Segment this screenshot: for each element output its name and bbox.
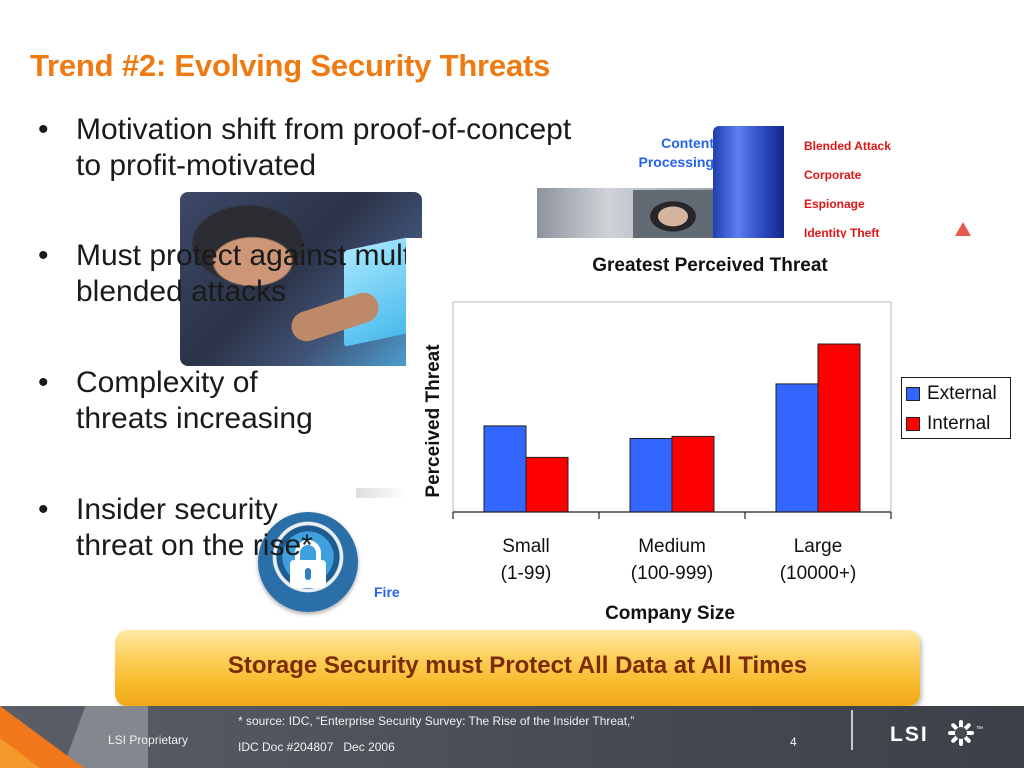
lsi-logo: LSI: [890, 723, 929, 746]
threat-item: Identity Theft: [804, 226, 880, 240]
bar-external-0: [483, 425, 527, 513]
threat-item: Corporate: [804, 168, 862, 182]
bullet-line: Motivation shift from proof-of-concept: [76, 113, 572, 146]
bar-internal-2: [817, 343, 861, 513]
chart-category-label-line: (100-999): [630, 563, 714, 584]
chart-category-label-line: (1-99): [500, 563, 552, 584]
footer-divider: [851, 710, 853, 750]
legend-label-external: External: [927, 383, 997, 404]
bullet-line: threats increasing: [76, 402, 313, 435]
trademark-mark: ™: [976, 726, 983, 733]
chart-legend: External Internal: [901, 377, 1011, 439]
content-processing-label: Content Processing: [606, 134, 714, 172]
legend-swatch-internal: [906, 417, 920, 431]
chart-category-label: Large (10000+): [753, 533, 883, 587]
bullet-line: blended attacks: [76, 275, 287, 308]
legend-entry-internal: Internal: [906, 412, 990, 436]
footer-source-date: Dec 2006: [343, 740, 395, 754]
chart-category-label-line: Small: [502, 536, 550, 557]
warning-triangle-icon: [955, 222, 971, 236]
footer-bar: [0, 706, 1024, 768]
bar-external-2: [775, 383, 819, 513]
lock-keyhole: [305, 568, 311, 580]
bullet-item: Motivation shift from proof-of-concept t…: [30, 112, 571, 184]
content-processing-photo: [537, 126, 784, 238]
bullet-line: threat on the rise*: [76, 529, 313, 562]
bullet-line: Complexity of: [76, 366, 258, 399]
footer-source-doc: IDC Doc #204807: [238, 740, 334, 754]
footer-orange-corner-inner: [0, 738, 40, 768]
chart-y-axis-label: Perceived Threat: [423, 344, 444, 498]
footer-proprietary: LSI Proprietary: [108, 733, 189, 747]
threat-item: Espionage: [804, 197, 865, 211]
bar-external-1: [629, 438, 673, 513]
legend-entry-external: External: [906, 382, 997, 406]
chart-category-label: Small (1-99): [461, 533, 591, 587]
chart-title: Greatest Perceived Threat: [592, 255, 828, 276]
page-number: 4: [790, 735, 797, 749]
threat-list: Blended Attack Corporate Espionage Ident…: [804, 132, 944, 248]
content-processing-line-1: Content: [661, 135, 714, 151]
chart-category-label-line: (10000+): [779, 563, 857, 584]
photo-blue-panel: [713, 126, 784, 238]
legend-label-internal: Internal: [927, 413, 991, 434]
chart-category-label: Medium (100-999): [607, 533, 737, 587]
threat-item: Blended Attack: [804, 139, 891, 153]
bar-chart: [452, 301, 892, 519]
bar-internal-1: [671, 435, 715, 513]
chart-category-label-line: Medium: [638, 536, 706, 557]
photo-man-face: [633, 190, 713, 238]
bar-internal-0: [525, 456, 569, 513]
bullet-item: Insider security threat on the rise*: [30, 492, 313, 564]
slide-title: Trend #2: Evolving Security Threats: [30, 48, 551, 83]
bullet-line: Insider security: [76, 493, 278, 526]
footer-source-line-2: IDC Doc #204807 Dec 2006: [238, 740, 395, 754]
fade-band: [356, 488, 406, 498]
chart-category-label-line: Large: [793, 536, 843, 557]
bullet-item: Must protect against multiple blended at…: [30, 238, 458, 310]
bullet-line: to profit-motivated: [76, 149, 317, 182]
banner-text: Storage Security must Protect All Data a…: [227, 652, 808, 679]
legend-swatch-external: [906, 387, 920, 401]
footer-source-line-1: * source: IDC, “Enterprise Security Surv…: [238, 714, 635, 728]
content-processing-line-2: Processing: [638, 154, 714, 170]
fire-label: Fire: [374, 584, 400, 600]
lsi-starburst-icon: [948, 720, 974, 746]
chart-x-axis-label: Company Size: [605, 603, 735, 624]
bullet-item: Complexity of threats increasing: [30, 365, 313, 437]
key-message-banner: Storage Security must Protect All Data a…: [115, 630, 920, 706]
bullet-line: Must protect against multiple: [76, 239, 458, 272]
